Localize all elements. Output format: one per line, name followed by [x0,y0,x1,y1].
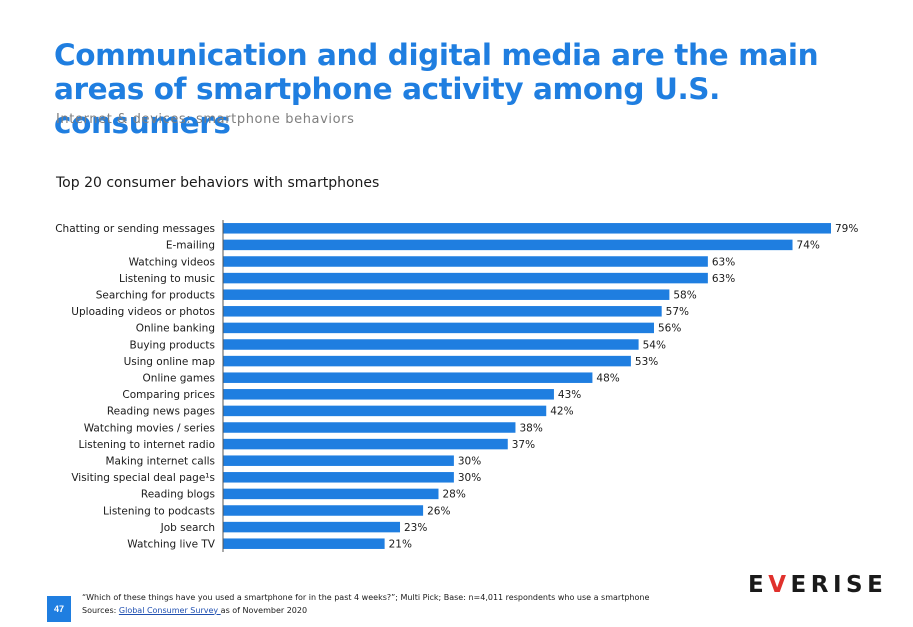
bar [223,339,639,350]
everise-logo: EVERISE [748,572,887,598]
category-label: Uploading videos or photos [71,306,215,318]
category-label: Watching videos [129,256,215,268]
sources-link[interactable]: Global Consumer Survey [118,605,221,615]
bar [223,322,654,334]
value-label: 53% [635,356,658,368]
category-label: Searching for products [96,290,215,302]
bar [223,256,708,267]
sources-prefix: Sources: [82,605,119,615]
category-label: Reading blogs [141,489,215,501]
logo-rest: ERISE [790,572,888,598]
bar [223,223,831,234]
value-label: 30% [458,472,481,484]
value-label: 63% [712,256,735,268]
category-label: Chatting or sending messages [55,223,215,235]
page-title: Communication and digital media are the … [54,38,819,140]
bar [223,438,508,450]
category-label: Job search [160,522,215,534]
footnote: “Which of these things have you used a s… [82,592,649,617]
bar [223,472,454,483]
bar-chart: Chatting or sending messages 79% E-mailing… [55,220,858,552]
value-label: 56% [658,323,681,335]
value-label: 42% [550,406,573,418]
value-label: 79% [835,223,858,235]
bar [223,538,385,549]
logo-v: V [768,572,791,598]
category-label: Making internet calls [105,456,215,468]
value-label: 23% [404,522,427,534]
bar [223,422,516,433]
category-label: Listening to music [119,273,215,285]
bar [223,355,631,367]
value-label: 30% [458,456,481,468]
value-label: 43% [558,389,581,401]
bar [223,372,593,383]
category-label: Online games [143,373,215,385]
category-label: Comparing prices [122,389,215,401]
page-subtitle: Internet & devices: smartphone behaviors [56,112,355,127]
category-label: Visiting special deal page¹s [71,472,215,484]
value-label: 28% [442,489,465,501]
value-label: 38% [519,422,542,434]
value-label: 58% [673,290,696,302]
bar [223,272,708,284]
category-label: Buying products [129,339,215,351]
value-label: 21% [389,539,412,551]
bar [223,239,793,251]
bar [223,405,547,417]
chart-title: Top 20 consumer behaviors with smartphon… [56,175,380,191]
bar [223,521,401,533]
value-label: 63% [712,273,735,285]
category-label: E-mailing [166,240,215,252]
bar [223,289,670,300]
sources-suffix: as of November 2020 [220,605,308,615]
bar [223,306,662,317]
category-label: Watching movies / series [84,422,215,434]
value-label: 26% [427,505,450,517]
value-label: 48% [596,373,619,385]
value-label: 74% [797,240,820,252]
bar [223,455,454,466]
footnote-sources: Sources: Global Consumer Survey as of No… [82,605,649,618]
category-label: Using online map [124,356,216,368]
value-label: 37% [512,439,535,451]
value-label: 54% [643,339,666,351]
bar [223,389,554,400]
page-number: 47 [47,596,71,622]
category-label: Watching live TV [127,539,216,551]
logo-e: E [748,572,769,598]
category-label: Reading news pages [107,406,215,418]
category-label: Listening to internet radio [78,439,215,451]
category-label: Online banking [136,323,215,335]
category-label: Listening to podcasts [103,505,215,517]
bar [223,505,424,516]
value-label: 57% [666,306,689,318]
footnote-question: “Which of these things have you used a s… [82,593,650,602]
bar [223,488,439,500]
